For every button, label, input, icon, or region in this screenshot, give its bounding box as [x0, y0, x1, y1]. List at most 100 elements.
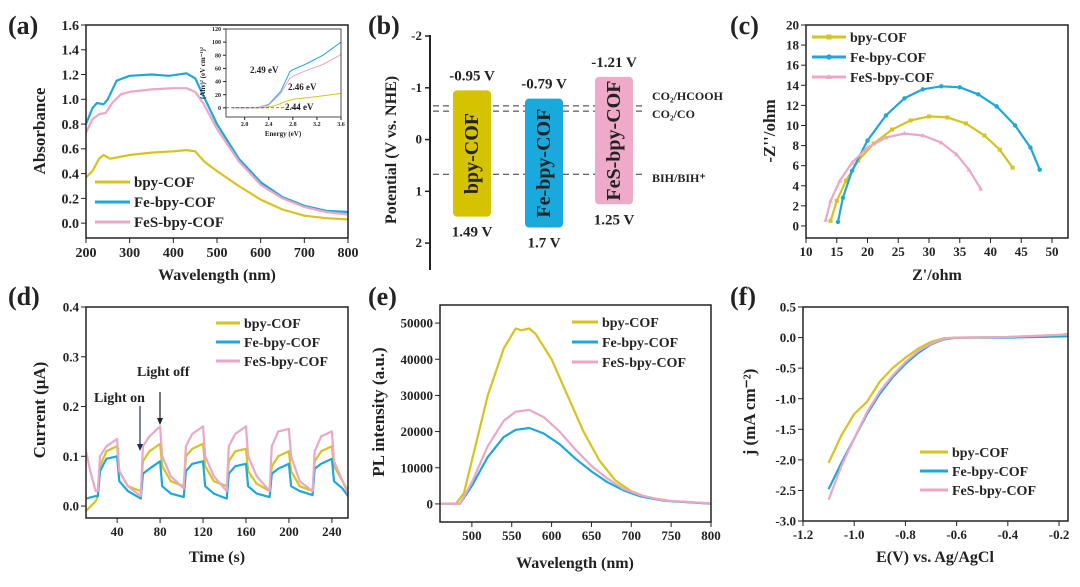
y-tick-label: 20: [215, 93, 221, 99]
data-point-triangle: [938, 139, 944, 145]
panel-d: (d) 40 80 120 160 200 240 0.0 0.1 0.2 0.3 0.4 Time (…: [8, 282, 349, 566]
data-point-circle: [976, 92, 981, 97]
x-axis-label: E(V) vs. Ag/AgCl: [876, 549, 994, 566]
x-tick-label: 40: [984, 244, 997, 259]
x-tick-label: 120: [193, 524, 213, 539]
x-tick-label: 160: [236, 524, 256, 539]
x-tick-label: 20: [861, 244, 874, 259]
panel-label: (d): [8, 282, 40, 311]
series-line-fe-bpy-cof: [86, 72, 348, 214]
y-tick-label: 0: [427, 496, 434, 511]
data-point-circle: [957, 85, 962, 90]
y-tick-label: 2: [416, 235, 423, 250]
panel-label: (f): [730, 282, 756, 311]
x-tick-label: 600: [542, 528, 562, 543]
legend-marker-triangle: [826, 74, 832, 79]
legend-marker-circle: [826, 54, 832, 60]
panel-b: (b) -2 -1 0 1 2 CO₂/HCOOH CO₂/CO BIH/BIH⁺ bpy-COF…: [368, 11, 724, 270]
y-tick-label: 1.2: [62, 68, 80, 83]
reference-label: CO₂/HCOOH: [652, 89, 724, 103]
x-axis-label: Wavelength (nm): [158, 267, 276, 284]
x-tick-label: 3.2: [313, 122, 321, 128]
y-axis-label: -Z''/ohm: [760, 99, 779, 162]
x-tick-label: 750: [661, 528, 681, 543]
legend: bpy-COF Fe-bpy-COF FeS-bpy-COF: [920, 446, 1036, 499]
y-tick-label: 10000: [401, 460, 434, 475]
y-tick-label: 50000: [401, 316, 434, 331]
plot-frame: [225, 28, 342, 118]
inset-x-axis-label: Energy (eV): [265, 130, 302, 138]
data-point-circle: [920, 87, 926, 92]
x-tick-label: 10: [800, 244, 813, 259]
data-point-circle: [849, 168, 855, 173]
y-tick-label: 40: [215, 80, 221, 86]
y-tick-label: -3.0: [775, 514, 796, 529]
band-gap-annotation: 2.46 eV: [288, 82, 317, 92]
plot-frame: [805, 24, 1069, 239]
y-tick-label: 0.4: [62, 168, 80, 183]
data-point-triangle: [883, 134, 889, 140]
y-tick-label: -0.5: [775, 361, 796, 376]
legend-label: bpy-COF: [244, 317, 301, 332]
y-tick-label: 0.1: [63, 449, 79, 464]
data-point-circle: [1012, 123, 1018, 128]
x-tick-label: 800: [701, 528, 721, 543]
y-axis-label: Current (μA): [30, 362, 49, 459]
series-line-fe-bpy-cof: [86, 455, 348, 500]
legend-label: Fe-bpy-COF: [134, 195, 216, 211]
data-point-square: [828, 218, 833, 223]
y-tick-label: 0.8: [62, 118, 80, 133]
reference-label: BIH/BIH⁺: [652, 171, 706, 185]
valence-band-label: 1.7 V: [527, 236, 560, 252]
inset-chart: 2.0 2.4 2.8 3.2 3.6 0 20 40 60 80 100 120 Energy (eV…: [199, 27, 345, 138]
legend-label: Fe-bpy-COF: [244, 336, 320, 351]
plot-frame: [85, 306, 349, 519]
legend: bpy-COF Fe-bpy-COF FeS-bpy-COF: [216, 317, 328, 370]
y-tick-label: 0.0: [780, 330, 796, 345]
y-tick-label: 100: [212, 40, 221, 46]
series-line-fe-bpy-cof: [827, 335, 1068, 490]
series-line-fes-bpy-cof: [824, 132, 982, 221]
y-tick-label: 1: [416, 183, 423, 198]
data-point-square: [890, 127, 895, 132]
legend-label: bpy-COF: [952, 446, 1009, 461]
y-tick-label: 0.0: [63, 499, 79, 514]
data-point-triangle: [849, 160, 855, 165]
band-name: Fe-bpy-COF: [533, 109, 555, 218]
legend-marker-square: [826, 34, 832, 40]
light-on-arrowhead: [137, 444, 143, 451]
legend-label: Fe-bpy-COF: [952, 465, 1028, 480]
legend-label: bpy-COF: [850, 31, 907, 46]
y-tick-label: 4: [793, 178, 800, 193]
x-tick-label: 2.8: [289, 122, 297, 128]
panel-e: (e) 500 550 600 650 700 750 800 0 10000 20000 30000…: [368, 282, 721, 572]
series-line-fe-bpy-cof: [836, 85, 1041, 223]
x-axis-label: Wavelength (nm): [516, 555, 634, 572]
y-tick-label: 40000: [401, 352, 434, 367]
series-line-bpy-cof: [827, 332, 1068, 464]
x-tick-label: 80: [154, 524, 167, 539]
plot-frame: [439, 304, 712, 523]
series-line-fes-bpy-cof: [86, 87, 348, 216]
legend-label: FeS-bpy-COF: [602, 356, 686, 371]
panel-label: (b): [368, 11, 400, 40]
band-name: bpy-COF: [461, 113, 483, 194]
data-point-square: [843, 178, 848, 183]
y-tick-label: 80: [215, 53, 221, 59]
x-tick-label: -0.8: [895, 527, 916, 542]
legend-label: FeS-bpy-COF: [134, 215, 224, 231]
x-tick-label: 15: [830, 244, 844, 259]
y-tick-label: 0.6: [62, 143, 80, 158]
x-axis-label: Time (s): [189, 549, 245, 566]
data-point-circle: [1028, 145, 1033, 150]
y-tick-label: 1.6: [62, 19, 80, 34]
inset-y-axis-label: (Ahν)² (eV cm⁻¹)²: [199, 47, 207, 99]
data-point-triangle: [865, 144, 870, 150]
y-tick-label: 60: [215, 67, 221, 73]
series-line-fes-bpy-cof: [86, 425, 348, 498]
y-tick-label: 0: [793, 218, 800, 233]
y-tick-label: 0.3: [63, 349, 80, 364]
data-point-triangle: [902, 130, 907, 136]
x-tick-label: 550: [502, 528, 522, 543]
legend-label: bpy-COF: [134, 175, 195, 191]
